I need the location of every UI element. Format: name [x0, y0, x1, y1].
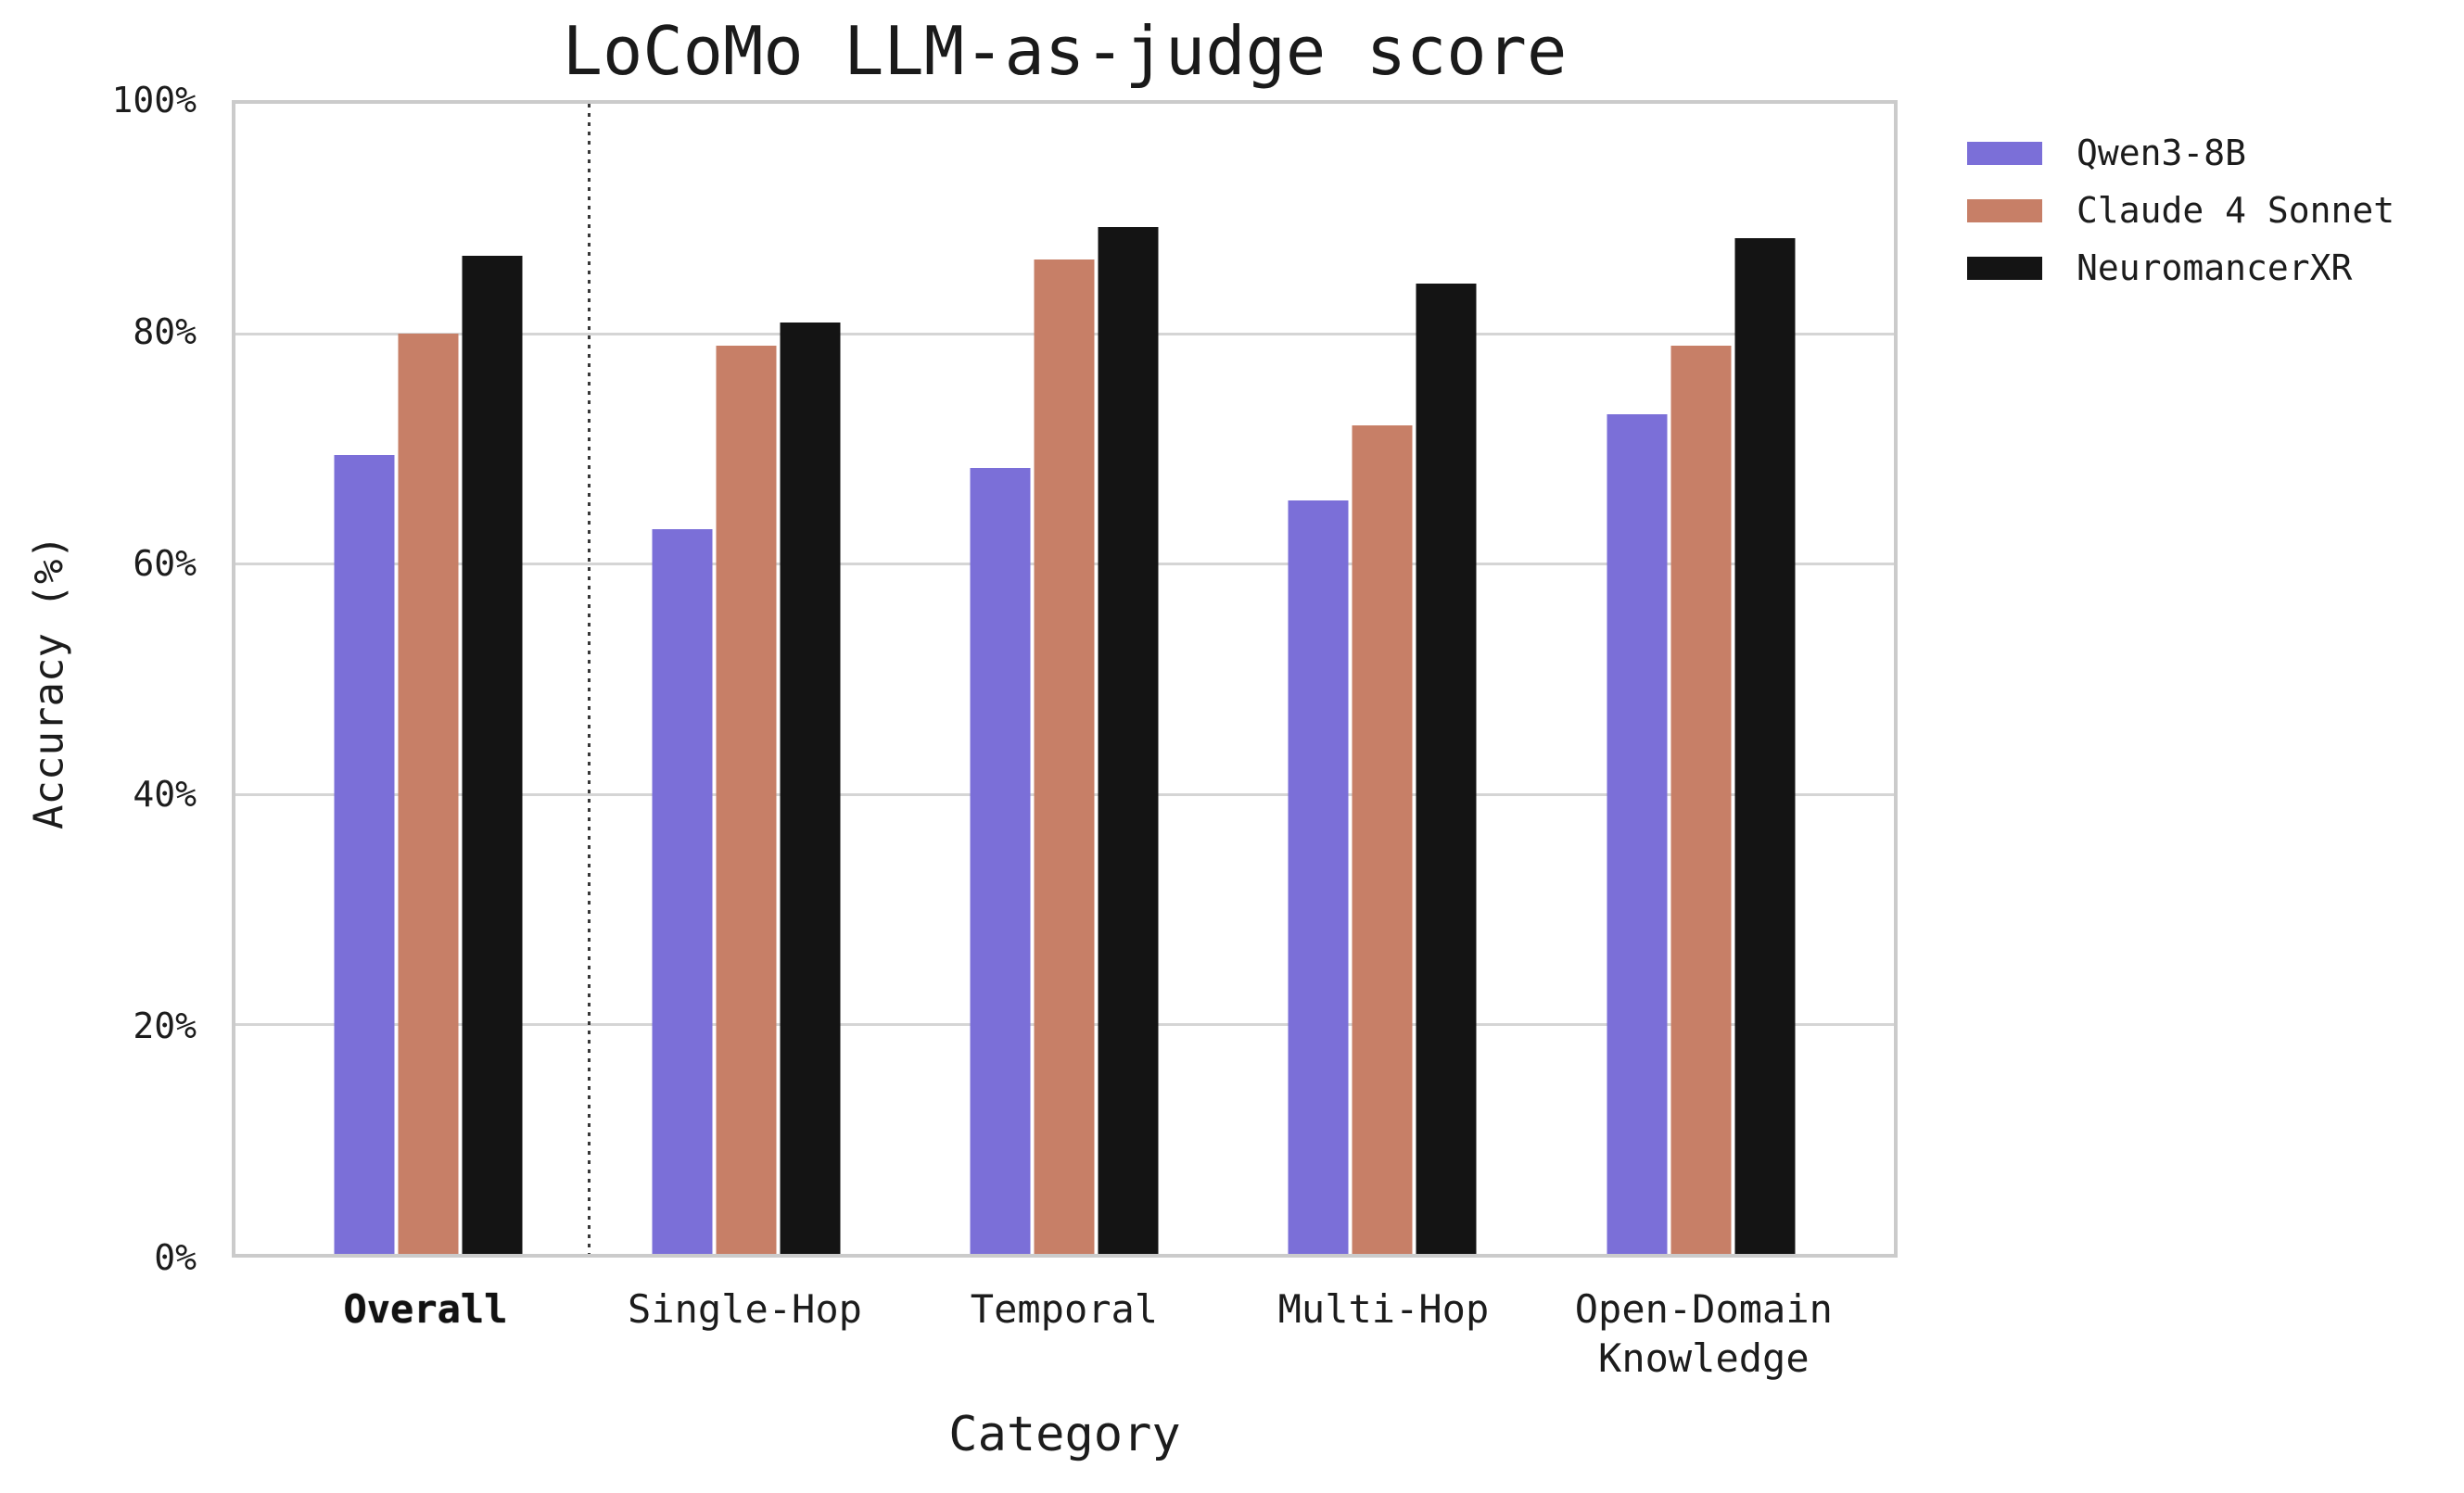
- y-tick-label-0: 0%: [154, 1237, 197, 1278]
- bar-qwen3-8b-temporal: [970, 468, 1031, 1254]
- plot-area: [232, 100, 1898, 1258]
- bar-group-multi-hop: [1288, 104, 1477, 1254]
- legend-entry-neuromancerxr: NeuromancerXR: [1967, 239, 2394, 297]
- bar-group-single-hop: [652, 104, 841, 1254]
- legend-entry-qwen3-8b: Qwen3-8B: [1967, 124, 2394, 182]
- y-tick-label-40: 40%: [133, 774, 197, 816]
- bar-qwen3-8b-open-domain-knowledge: [1607, 414, 1668, 1254]
- x-axis-label: Category: [948, 1407, 1181, 1462]
- bar-neuromancerxr-overall: [462, 255, 523, 1254]
- legend-label-neuromancerxr: NeuromancerXR: [2077, 247, 2353, 288]
- x-tick-label-open-domain-knowledge: Open-Domain Knowledge: [1574, 1286, 1833, 1381]
- x-tick-label-single-hop: Single-Hop: [628, 1286, 862, 1332]
- legend-swatch-qwen3-8b: [1967, 141, 2042, 165]
- x-tick-label-overall: Overall: [343, 1286, 508, 1332]
- legend-swatch-neuromancerxr: [1967, 256, 2042, 280]
- bar-group-overall: [334, 104, 523, 1254]
- bar-neuromancerxr-temporal: [1098, 226, 1159, 1254]
- bar-claude-4-sonnet-multi-hop: [1352, 425, 1413, 1254]
- x-tick-label-multi-hop: Multi-Hop: [1277, 1286, 1490, 1332]
- chart-title: LoCoMo LLM-as-judge score: [562, 12, 1568, 90]
- bar-neuromancerxr-single-hop: [780, 322, 841, 1254]
- y-tick-label-60: 60%: [133, 542, 197, 584]
- bar-neuromancerxr-open-domain-knowledge: [1734, 238, 1796, 1254]
- bar-qwen3-8b-multi-hop: [1288, 500, 1349, 1254]
- bar-claude-4-sonnet-temporal: [1034, 259, 1095, 1254]
- bar-neuromancerxr-multi-hop: [1416, 283, 1477, 1254]
- bar-qwen3-8b-overall: [334, 454, 395, 1254]
- bar-claude-4-sonnet-single-hop: [716, 345, 777, 1254]
- legend-label-qwen3-8b: Qwen3-8B: [2077, 133, 2247, 173]
- bar-qwen3-8b-single-hop: [652, 529, 713, 1254]
- legend-label-claude-4-sonnet: Claude 4 Sonnet: [2077, 190, 2395, 231]
- bar-group-open-domain-knowledge: [1607, 104, 1796, 1254]
- y-tick-label-80: 80%: [133, 310, 197, 352]
- overall-separator-line: [587, 104, 591, 1254]
- y-tick-label-20: 20%: [133, 1006, 197, 1047]
- legend-swatch-claude-4-sonnet: [1967, 198, 2042, 222]
- legend-entry-claude-4-sonnet: Claude 4 Sonnet: [1967, 182, 2394, 239]
- x-tick-label-temporal: Temporal: [970, 1286, 1159, 1332]
- bar-group-temporal: [970, 104, 1159, 1254]
- bar-claude-4-sonnet-open-domain-knowledge: [1670, 345, 1732, 1254]
- legend: Qwen3-8B Claude 4 Sonnet NeuromancerXR: [1967, 124, 2394, 297]
- bar-claude-4-sonnet-overall: [398, 334, 459, 1254]
- y-tick-label-100: 100%: [111, 80, 197, 120]
